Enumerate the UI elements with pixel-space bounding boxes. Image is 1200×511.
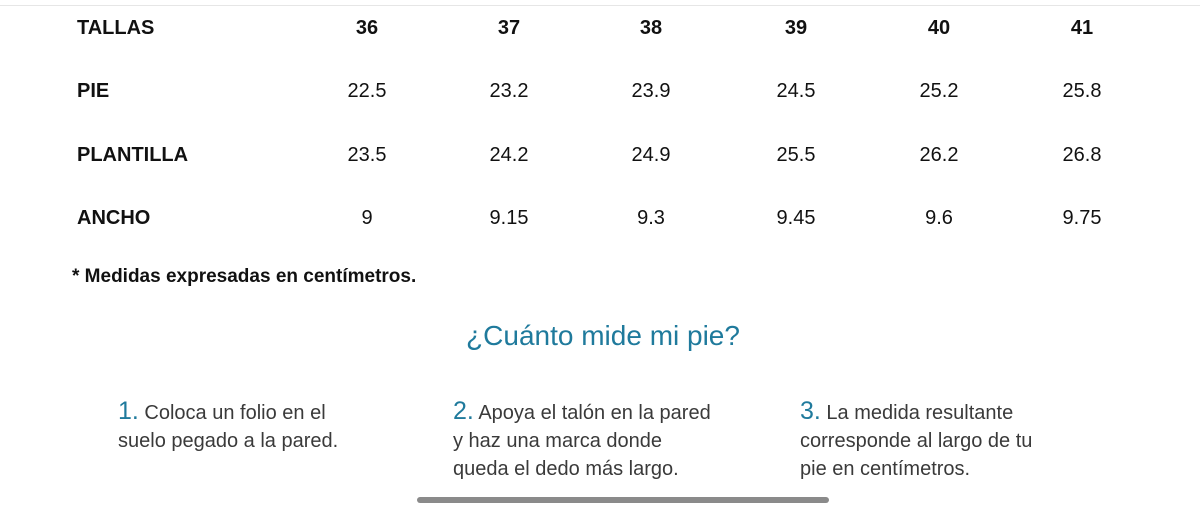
table-cell: 23.2 — [489, 80, 529, 102]
table-cell: 22.5 — [347, 80, 387, 102]
table-cell: 9.45 — [776, 207, 816, 229]
step: 2. Apoya el talón en la pared y haz una m… — [453, 397, 711, 483]
step-line: 3. La medida resultante — [800, 397, 1032, 427]
step-text: suelo pegado a la pared. — [118, 430, 339, 452]
size-header: 37 — [497, 17, 521, 39]
step-line: queda el dedo más largo. — [453, 455, 711, 483]
table-cell: 9.15 — [489, 207, 529, 229]
table-cell: 24.2 — [489, 144, 529, 166]
table-cell: 26.8 — [1062, 144, 1102, 166]
table-cell: 9.3 — [637, 207, 665, 229]
table-cell: 23.5 — [347, 144, 387, 166]
step-line: corresponde al largo de tu — [800, 427, 1032, 455]
step-text: corresponde al largo de tu — [800, 430, 1033, 452]
step-number: 3. — [800, 397, 821, 425]
table-cell: 26.2 — [919, 144, 959, 166]
row-label: PLANTILLA — [77, 144, 189, 166]
step-text: Apoya el talón en la pared — [478, 402, 711, 424]
step-line: 2. Apoya el talón en la pared — [453, 397, 711, 427]
table-cell: 25.5 — [776, 144, 816, 166]
step: 1. Coloca un folio en el suelo pegado a l… — [118, 397, 338, 455]
step-text: queda el dedo más largo. — [453, 458, 679, 480]
size-header: 38 — [639, 17, 663, 39]
home-indicator — [417, 497, 829, 503]
step: 3. La medida resultante corresponde al la… — [800, 397, 1032, 483]
row-label: ANCHO — [77, 207, 151, 229]
step-text: y haz una marca donde — [453, 430, 663, 452]
row-label: PIE — [77, 80, 110, 102]
row-label: TALLAS — [77, 17, 155, 39]
step-text: pie en centímetros. — [800, 458, 971, 480]
size-header: 40 — [927, 17, 951, 39]
heading: ¿Cuánto mide mi pie? — [466, 320, 740, 351]
table-cell: 24.9 — [631, 144, 671, 166]
table-cell: 23.9 — [631, 80, 671, 102]
step-line: 1. Coloca un folio en el — [118, 397, 338, 427]
step-line: pie en centímetros. — [800, 455, 1032, 483]
table-cell: 25.2 — [919, 80, 959, 102]
step-text: Coloca un folio en el — [144, 402, 326, 424]
size-header: 36 — [355, 17, 379, 39]
divider — [0, 5, 1200, 6]
step-number: 2. — [453, 397, 474, 425]
table-cell: 25.8 — [1062, 80, 1102, 102]
step-text: La medida resultante — [826, 402, 1014, 424]
step-line: suelo pegado a la pared. — [118, 427, 338, 455]
table-cell: 9 — [361, 207, 373, 229]
size-header: 39 — [784, 17, 808, 39]
table-cell: 9.75 — [1062, 207, 1102, 229]
note: * Medidas expresadas en centímetros. — [72, 266, 417, 287]
table-cell: 24.5 — [776, 80, 816, 102]
table-cell: 9.6 — [925, 207, 953, 229]
step-number: 1. — [118, 397, 139, 425]
step-line: y haz una marca donde — [453, 427, 711, 455]
size-header: 41 — [1070, 17, 1094, 39]
